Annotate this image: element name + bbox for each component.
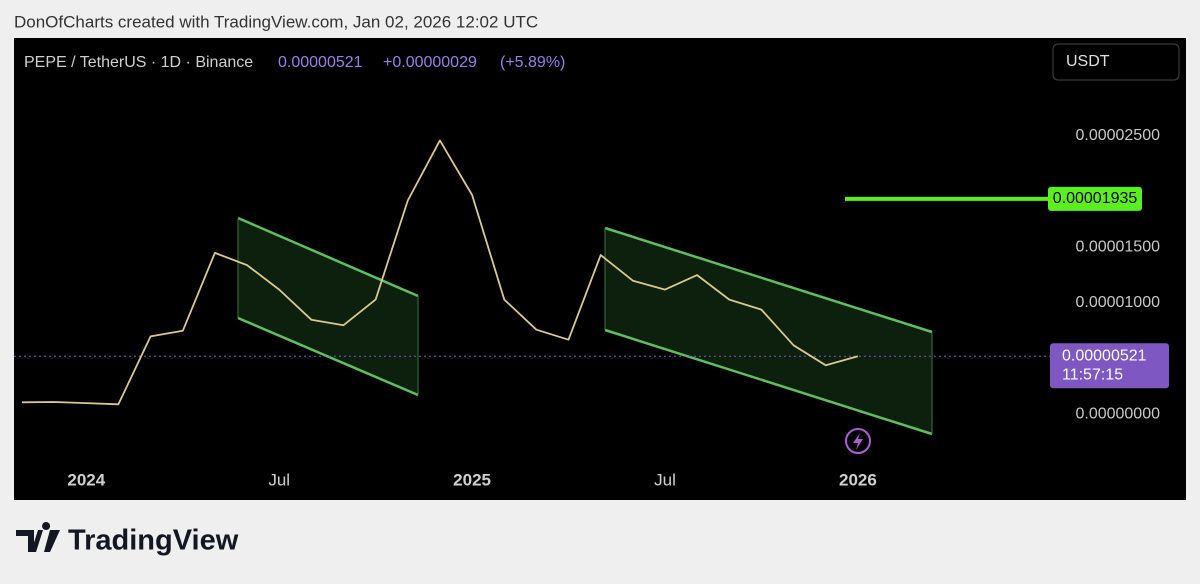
y-tick-label: 0.00000000	[1075, 405, 1160, 422]
y-tick-label: 0.00001500	[1075, 239, 1160, 256]
y-tick-label: 0.00001000	[1075, 294, 1160, 311]
x-tick-label: 2025	[453, 470, 491, 489]
last-price-label: 0.00000521	[1062, 347, 1147, 364]
x-tick-label: 2024	[67, 470, 105, 489]
channel-line	[237, 216, 419, 298]
channel-line	[604, 226, 933, 334]
alert-icon[interactable]	[845, 428, 871, 454]
header-price: 0.00000521	[278, 54, 363, 71]
target-label-bg	[1048, 186, 1142, 211]
countdown: 11:57:15	[1062, 366, 1123, 383]
currency-button[interactable]	[1052, 43, 1180, 81]
x-tick-label: Jul	[654, 470, 676, 489]
header-change: +0.00000029	[383, 54, 477, 71]
alert-bolt	[853, 433, 863, 450]
channel-line	[604, 328, 933, 436]
channel-line	[237, 316, 419, 397]
symbol: PEPE / TetherUS · 1D · Binance	[24, 54, 253, 71]
x-tick-label: 2026	[839, 470, 877, 489]
chart-panel	[14, 38, 1186, 500]
last-price-label-bg	[1050, 343, 1169, 389]
header-change-pct: (+5.89%)	[500, 54, 565, 71]
channel-fill	[238, 218, 418, 395]
credit: DonOfCharts created with TradingView.com…	[14, 12, 538, 31]
x-tick-label: Jul	[268, 470, 290, 489]
price-line	[21, 139, 859, 406]
target-label: 0.00001935	[1053, 190, 1138, 207]
currency-label: USDT	[1066, 53, 1110, 70]
logo-mark	[16, 522, 60, 552]
y-tick-label: 0.00002500	[1075, 127, 1160, 144]
logo-text: TradingView	[68, 525, 239, 557]
